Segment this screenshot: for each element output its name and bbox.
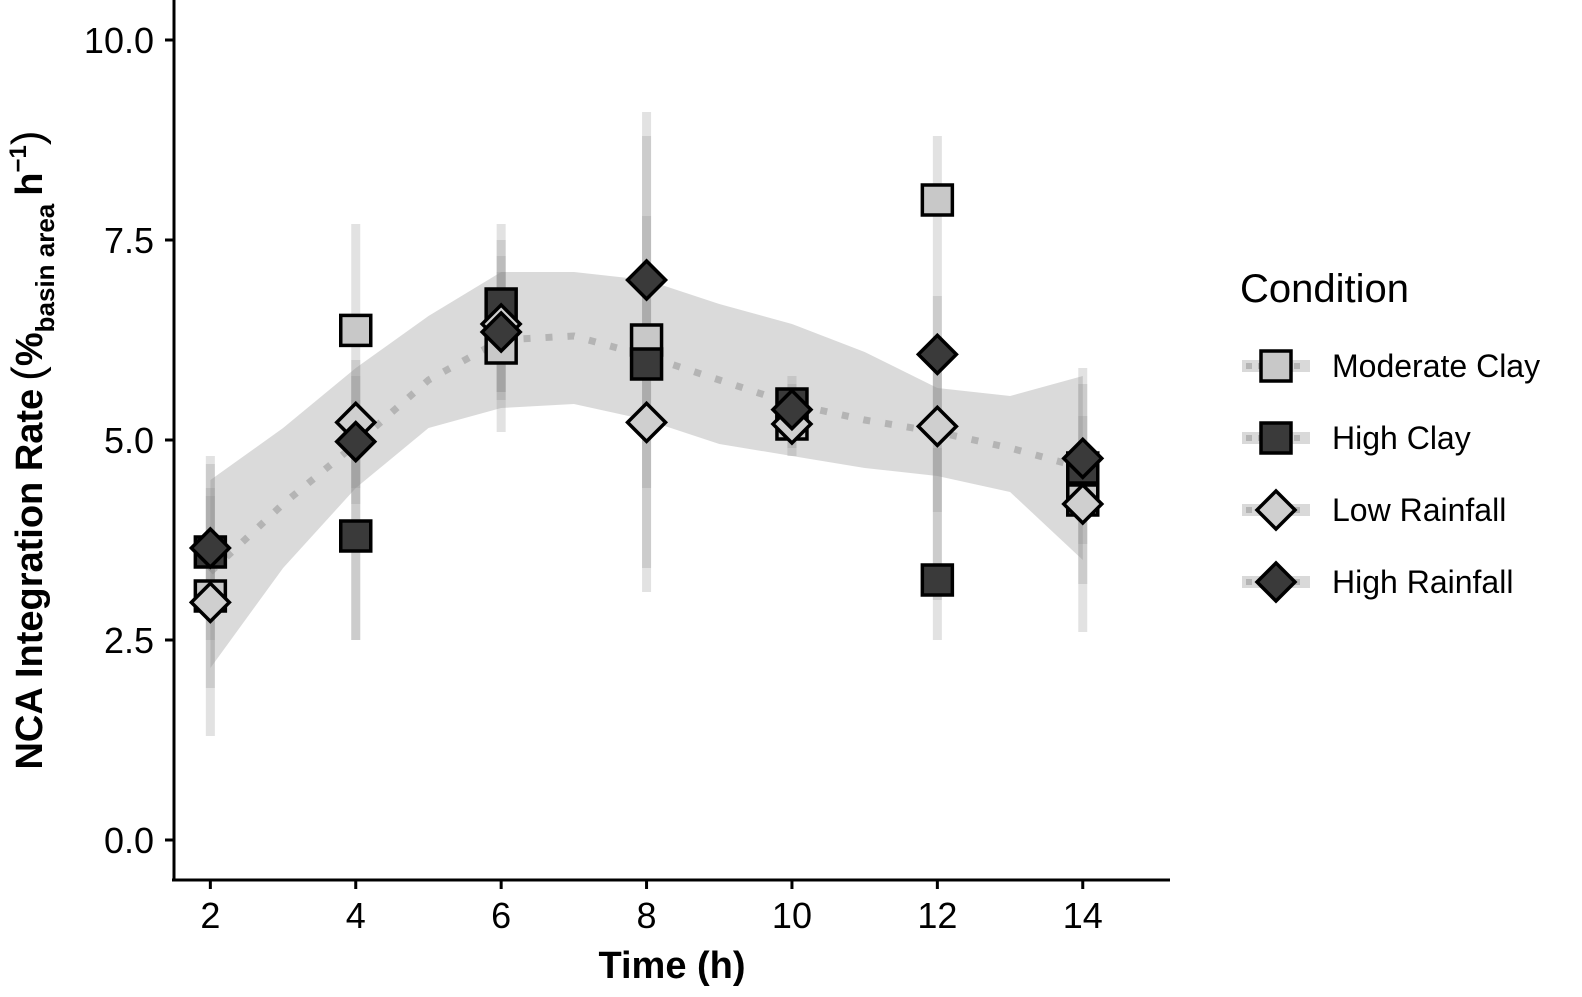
point-high-rainfall — [915, 332, 959, 376]
x-tick-label: 14 — [1063, 895, 1103, 936]
legend-key-moderate-clay — [1259, 349, 1293, 383]
point-low-rainfall — [915, 404, 959, 448]
y-axis-title-open-paren: ( — [3, 366, 52, 381]
x-tick-label: 2 — [200, 895, 220, 936]
legend-title: Condition — [1240, 267, 1409, 311]
point-high-rainfall — [479, 310, 523, 354]
y-axis-title-unit: h — [9, 172, 51, 195]
y-tick-label: 2.5 — [104, 620, 154, 661]
data-point-layer — [188, 183, 1105, 624]
point-high-clay — [629, 347, 664, 381]
legend-label-high-rainfall: High Rainfall — [1332, 564, 1513, 600]
legend: Condition Moderate Clay High Clay Low Rain… — [1240, 267, 1540, 604]
x-tick-label: 12 — [917, 895, 957, 936]
x-tick-label: 6 — [491, 895, 511, 936]
point-high-rainfall — [625, 258, 669, 302]
point-high-clay — [920, 563, 955, 597]
point-high-clay — [339, 519, 373, 553]
x-axis-title: Time (h) — [598, 945, 745, 987]
legend-items: Moderate Clay High Clay Low Rainfall High R… — [1242, 348, 1540, 604]
y-axis-title-superscript: −1 — [5, 145, 32, 172]
point-low-rainfall — [1061, 482, 1105, 526]
x-tick-label: 8 — [637, 895, 657, 936]
x-tick-label: 4 — [346, 895, 366, 936]
y-tick-label: 0.0 — [104, 820, 154, 861]
point-high-rainfall — [1061, 436, 1105, 480]
confidence-ribbon — [210, 272, 1083, 668]
y-tick-label: 7.5 — [104, 220, 154, 261]
point-moderate-clay — [339, 313, 373, 348]
point-moderate-clay — [920, 183, 955, 217]
legend-key-low-rainfall — [1254, 488, 1298, 532]
confidence-ribbon-layer — [210, 272, 1083, 668]
legend-key-high-rainfall — [1254, 560, 1298, 604]
x-ticks: 2 4 6 8 10 12 14 — [200, 880, 1103, 936]
y-axis-title-percent: % — [9, 332, 51, 366]
y-axis-title: NCA Integration Rate (%basin area h−1) — [3, 130, 60, 769]
y-axis-title-subscript: basin area — [30, 203, 60, 332]
point-high-rainfall — [334, 420, 378, 464]
point-low-rainfall — [188, 580, 232, 624]
x-tick-label: 10 — [772, 895, 812, 936]
y-axis-title-close-paren: ) — [3, 130, 52, 145]
legend-label-moderate-clay: Moderate Clay — [1332, 348, 1540, 384]
point-high-rainfall — [770, 388, 814, 432]
legend-key-high-clay — [1259, 421, 1293, 455]
y-axis-title-main: NCA Integration Rate — [9, 389, 51, 770]
y-tick-label: 5.0 — [104, 420, 154, 461]
legend-label-low-rainfall: Low Rainfall — [1332, 492, 1506, 528]
y-ticks: 0.0 2.5 5.0 7.5 10.0 — [84, 20, 174, 861]
point-high-rainfall — [188, 526, 232, 570]
y-tick-label: 10.0 — [84, 20, 154, 61]
point-low-rainfall — [625, 400, 669, 444]
legend-label-high-clay: High Clay — [1332, 420, 1471, 456]
